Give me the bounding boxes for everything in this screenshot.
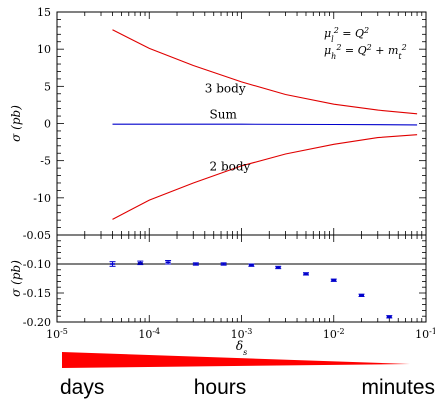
y-tick-label: -0.20 — [23, 316, 51, 329]
data-point — [165, 260, 172, 265]
y-tick-label: 15 — [37, 6, 51, 19]
speed-bar: days hours minutes — [60, 352, 435, 399]
x-tick-label: 10-3 — [231, 327, 253, 342]
data-point — [358, 293, 365, 297]
y-tick-label: -0.05 — [23, 229, 51, 242]
series-line — [112, 29, 418, 115]
bottom-panel: -0.05 -0.10 -0.15 -0.20 σ (pb) 10-5 10-4 10-3 10… — [9, 229, 435, 357]
y-tick-label: -10 — [33, 192, 51, 205]
bottom-plot-frame — [56, 234, 427, 323]
series-label: 3 body — [205, 81, 246, 95]
speed-label: hours — [194, 376, 247, 399]
speed-wedge — [62, 352, 410, 368]
series-label: Sum — [210, 107, 238, 121]
y-tick-label: -0.10 — [23, 258, 51, 271]
data-point — [386, 315, 393, 319]
y-tick-label: 10 — [37, 43, 51, 56]
y-tick-label: -0.15 — [23, 287, 51, 300]
series-line — [112, 134, 418, 220]
top-panel: 15 10 5 0 -5 -10 σ (pb) 3 body Sum 2 body μl2 = Q2… — [9, 6, 427, 236]
x-tick-label: 10-4 — [138, 327, 160, 342]
data-point — [248, 263, 255, 267]
scale-formula-light: μl2 = Q2 — [324, 26, 369, 44]
data-point — [137, 260, 144, 266]
data-point — [275, 265, 282, 270]
data-point — [330, 278, 337, 282]
y-tick-label: 5 — [44, 80, 51, 93]
y-axis-label: σ (pb) — [9, 105, 23, 142]
series-label: 2 body — [210, 159, 251, 173]
data-point — [220, 262, 227, 266]
series-line — [112, 123, 418, 126]
y-tick-label: 0 — [44, 118, 51, 131]
scale-formula-heavy: μh2 = Q2 + mt2 — [324, 43, 407, 61]
x-tick-label: 10-2 — [323, 327, 345, 342]
x-tick-label: 10-1 — [415, 327, 435, 342]
data-point — [109, 261, 116, 267]
y-tick-label: -5 — [40, 155, 51, 168]
y-axis-label: σ (pb) — [9, 260, 23, 297]
speed-label: days — [60, 376, 104, 399]
x-tick-label: 10-5 — [46, 327, 68, 342]
data-point — [192, 262, 199, 266]
data-point — [302, 272, 309, 276]
speed-label: minutes — [361, 376, 435, 399]
x-axis-label: δs — [236, 339, 247, 357]
